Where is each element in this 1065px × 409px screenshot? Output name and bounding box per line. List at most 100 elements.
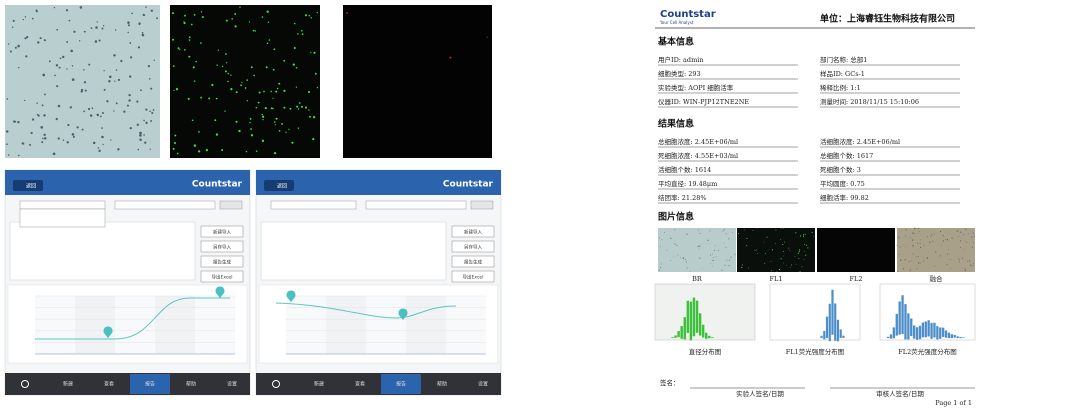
cell-dot	[137, 46, 141, 49]
cell-dot	[44, 93, 46, 96]
nav-label[interactable]: 帮助	[186, 381, 196, 388]
cell-dot	[712, 253, 714, 255]
side-button[interactable]	[451, 255, 495, 268]
cell-dot	[972, 264, 974, 266]
cell-dot	[183, 48, 186, 51]
sign-caption: 审核人签名/日期	[876, 389, 924, 398]
side-button[interactable]	[200, 270, 244, 283]
cell-dot	[35, 9, 38, 12]
cell-dot	[728, 265, 730, 267]
cell-dot	[946, 239, 948, 241]
nav-label[interactable]: 设置	[478, 381, 488, 388]
curve-marker	[215, 286, 225, 298]
cell-dot	[7, 43, 10, 45]
field-text: 用户ID: admin	[658, 55, 704, 64]
cell-dot	[929, 241, 931, 243]
cell-dot	[960, 247, 962, 248]
cell-dot	[310, 52, 312, 54]
cell-dot	[57, 137, 60, 140]
cell-dot	[110, 139, 112, 141]
cell-dot	[945, 239, 946, 240]
dropdown[interactable]	[19, 200, 106, 210]
nav-label[interactable]: 查看	[355, 381, 365, 388]
cell-dot	[789, 249, 791, 251]
nav-label[interactable]: 设置	[227, 381, 237, 388]
cell-dot	[722, 230, 724, 232]
nav-label[interactable]: 查看	[104, 381, 114, 388]
cell-dot	[36, 102, 38, 104]
cell-dot	[144, 141, 147, 144]
dropdown[interactable]	[114, 200, 216, 210]
cell-dot	[909, 269, 911, 271]
cell-dot	[905, 229, 907, 230]
cell-dot	[709, 230, 711, 232]
cell-dot	[205, 148, 209, 152]
cell-dot	[786, 264, 788, 266]
cell-dot	[680, 256, 682, 258]
cell-dot	[249, 118, 252, 120]
cell-dot	[963, 249, 965, 251]
cell-dot	[298, 102, 301, 104]
side-button[interactable]	[200, 255, 244, 268]
cell-dot	[919, 262, 921, 264]
chart-band	[446, 296, 486, 354]
cell-dot	[230, 74, 232, 76]
histogram-bar	[695, 300, 699, 333]
cell-dot	[770, 261, 772, 262]
cell-dot	[198, 150, 201, 153]
cell-dot	[145, 108, 148, 111]
side-button[interactable]	[451, 240, 495, 253]
cell-dot	[12, 19, 15, 23]
cell-dot	[270, 90, 272, 93]
nav-label[interactable]: 新建	[63, 381, 73, 388]
cell-dot	[966, 241, 967, 243]
dropdown[interactable]	[365, 200, 467, 210]
cell-dot	[172, 147, 175, 150]
cell-dot	[951, 237, 953, 239]
side-button[interactable]	[451, 270, 495, 283]
histogram-bar	[933, 322, 936, 338]
image-caption: FL1	[770, 275, 783, 283]
cell-dot	[79, 6, 83, 9]
cell-dot	[92, 141, 96, 145]
cell-dot	[172, 65, 175, 68]
cell-dot	[200, 42, 202, 44]
field-text: 仪器ID: WIN-PJP12TNE2NE	[658, 98, 749, 106]
cell-dot	[250, 128, 252, 130]
side-button-label: 新建导入	[464, 228, 482, 235]
cell-dot	[6, 143, 8, 146]
back-button[interactable]	[264, 180, 294, 191]
side-button[interactable]	[451, 225, 495, 238]
small-button[interactable]	[470, 200, 494, 210]
side-button[interactable]	[200, 240, 244, 253]
cell-dot	[701, 268, 703, 270]
cell-dot	[224, 70, 227, 73]
chart-band	[115, 296, 155, 354]
cell-dot	[83, 81, 87, 84]
dropdown[interactable]	[270, 200, 357, 210]
nav-active	[381, 374, 421, 394]
cell-dot	[950, 268, 952, 269]
small-button[interactable]	[219, 200, 243, 210]
nav-label[interactable]: 帮助	[437, 381, 447, 388]
app-logo: Countstar	[443, 180, 494, 190]
side-button-label: 另存导入	[464, 243, 482, 250]
cell-dot	[97, 147, 100, 149]
field-text: 平均直径: 19.48μm	[658, 179, 717, 188]
cell-dot	[948, 259, 950, 261]
nav-label[interactable]: 报告	[145, 381, 155, 388]
cell-dot	[152, 109, 155, 111]
histogram-bar	[942, 327, 945, 337]
field-text: 稀释比例: 1:1	[820, 83, 861, 92]
cell-dot	[73, 30, 76, 33]
side-button[interactable]	[200, 225, 244, 238]
cell-dot	[201, 15, 204, 18]
cell-dot	[912, 245, 914, 247]
back-button[interactable]	[13, 180, 43, 191]
cell-dot	[914, 227, 916, 229]
nav-label[interactable]: 新建	[314, 381, 324, 388]
cell-dot	[297, 127, 300, 129]
cell-dot	[187, 97, 190, 100]
cell-dot	[971, 246, 973, 248]
nav-label[interactable]: 报告	[396, 381, 406, 388]
